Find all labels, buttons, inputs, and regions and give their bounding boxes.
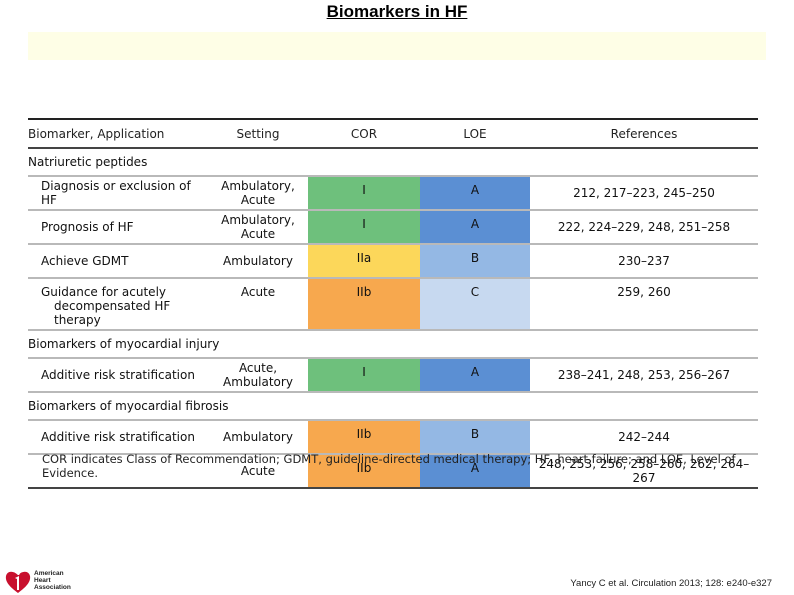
row-loe: A (420, 210, 530, 245)
logo-line1: American (34, 570, 64, 577)
row-cor: I (308, 176, 420, 211)
row-loe: C (420, 278, 530, 331)
section-row: Natriuretic peptides (28, 148, 758, 177)
heart-torch-logo-icon (5, 569, 31, 593)
row-references: 222, 224–229, 248, 251–258 (530, 210, 758, 245)
row-application-line2: decompensated HF therapy (54, 299, 171, 327)
header-biomarker: Biomarker, Application (28, 126, 165, 141)
row-cor: IIb (308, 454, 420, 489)
row-cor: IIb (308, 420, 420, 455)
row-references: 212, 217–223, 245–250 (530, 176, 758, 211)
row-setting: Ambulatory, Acute (208, 210, 308, 245)
header-references: References (610, 126, 678, 141)
title-band (28, 32, 766, 60)
row-application (28, 454, 208, 489)
section-row: Biomarkers of myocardial fibrosis (28, 392, 758, 421)
row-cor: IIa (308, 244, 420, 279)
row-application-line1: Guidance for acutely (41, 285, 167, 299)
row-cor: I (308, 358, 420, 393)
row-loe: A (420, 176, 530, 211)
slide-title: Biomarkers in HF (326, 2, 468, 21)
row-references: 230–237 (530, 244, 758, 279)
section-row: Biomarkers of myocardial injury (28, 330, 758, 359)
logo-line2: Heart (34, 577, 51, 584)
table-row: Additive risk stratification Ambulatory … (28, 420, 758, 455)
row-cor: IIb (308, 278, 420, 331)
table-row: Acute IIb A 248, 253, 256, 258–260, 262,… (28, 454, 758, 489)
row-loe: A (420, 454, 530, 489)
row-application: Additive risk stratification (28, 358, 208, 393)
row-references: 238–241, 248, 253, 256–267 (530, 358, 758, 393)
row-application: Achieve GDMT (28, 244, 208, 279)
row-application: Guidance for acutely decompensated HF th… (28, 278, 208, 331)
header-cor: COR (350, 126, 378, 141)
row-setting: Acute (208, 278, 308, 331)
row-application: Diagnosis or exclusion of HF (28, 176, 208, 211)
table-row: Additive risk stratification Acute, Ambu… (28, 358, 758, 393)
table-row: Guidance for acutely decompensated HF th… (28, 278, 758, 331)
section-myocardial-fibrosis: Biomarkers of myocardial fibrosis (28, 392, 758, 421)
row-setting: Acute (208, 454, 308, 489)
header-loe: LOE (463, 126, 487, 141)
table-row: Diagnosis or exclusion of HF Ambulatory,… (28, 176, 758, 211)
biomarker-table-wrap: Biomarker, Application Setting COR LOE R… (28, 118, 758, 489)
row-setting: Ambulatory (208, 420, 308, 455)
row-loe: A (420, 358, 530, 393)
table-footnote: COR indicates Class of Recommendation; G… (42, 452, 736, 480)
header-setting: Setting (236, 126, 280, 141)
row-references: 248, 253, 256, 258–260, 262, 264–267 (530, 454, 758, 489)
table-row: Achieve GDMT Ambulatory IIa B 230–237 (28, 244, 758, 279)
row-cor: I (308, 210, 420, 245)
logo-wordmark: American Heart Association (34, 570, 71, 591)
row-references: 242–244 (530, 420, 758, 455)
table-header-row: Biomarker, Application Setting COR LOE R… (28, 119, 758, 148)
row-application: Additive risk stratification (28, 420, 208, 455)
row-application: Prognosis of HF (28, 210, 208, 245)
row-loe: B (420, 244, 530, 279)
section-natriuretic-peptides: Natriuretic peptides (28, 148, 758, 177)
row-references: 259, 260 (530, 278, 758, 331)
section-myocardial-injury: Biomarkers of myocardial injury (28, 330, 758, 359)
biomarker-table: Biomarker, Application Setting COR LOE R… (28, 118, 758, 489)
table-row: Prognosis of HF Ambulatory, Acute I A 22… (28, 210, 758, 245)
row-setting: Ambulatory (208, 244, 308, 279)
row-setting: Ambulatory, Acute (208, 176, 308, 211)
row-loe: B (420, 420, 530, 455)
logo-line3: Association (34, 584, 71, 591)
aha-logo: American Heart Association (4, 566, 88, 595)
row-setting: Acute, Ambulatory (208, 358, 308, 393)
citation: Yancy C et al. Circulation 2013; 128: e2… (570, 578, 772, 589)
